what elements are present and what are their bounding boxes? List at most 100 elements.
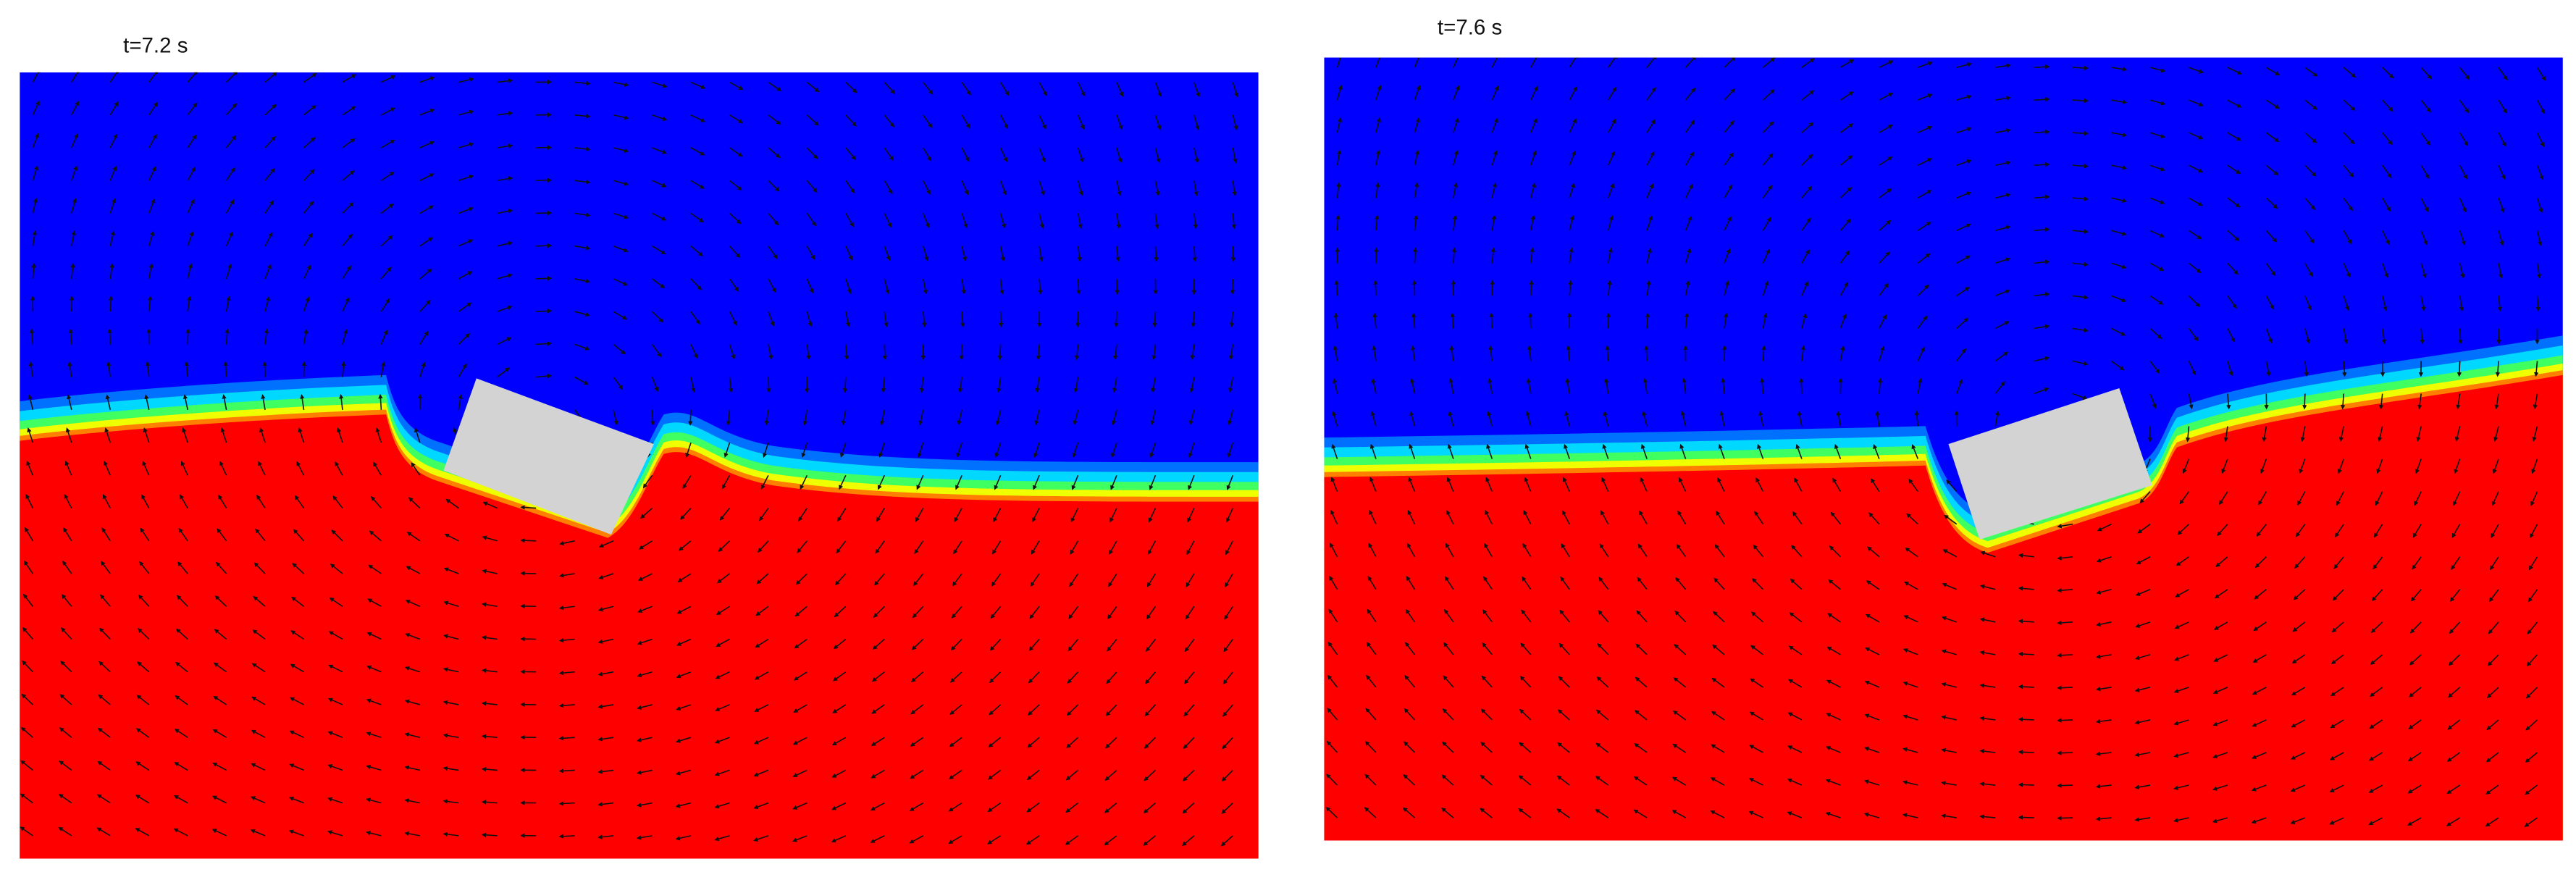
velocity-arrow bbox=[369, 530, 382, 542]
velocity-arrow bbox=[729, 114, 744, 124]
velocity-arrow bbox=[71, 101, 79, 116]
velocity-arrow bbox=[768, 147, 781, 159]
velocity-arrow bbox=[2018, 750, 2034, 755]
velocity-arrow bbox=[1326, 774, 1338, 786]
velocity-arrow bbox=[109, 72, 119, 83]
velocity-arrow bbox=[109, 230, 115, 246]
velocity-arrow bbox=[327, 830, 343, 837]
velocity-arrow bbox=[458, 363, 467, 378]
velocity-arrow bbox=[481, 734, 498, 739]
velocity-arrow bbox=[1410, 377, 1416, 394]
panel-label: t=7.6 s bbox=[1438, 16, 1502, 40]
velocity-arrow bbox=[143, 427, 150, 443]
velocity-arrow bbox=[1336, 182, 1341, 198]
velocity-arrow bbox=[97, 760, 111, 771]
velocity-arrow bbox=[768, 246, 778, 259]
velocity-arrow bbox=[1442, 708, 1454, 721]
velocity-arrow bbox=[729, 377, 734, 393]
velocity-arrow bbox=[328, 664, 343, 673]
velocity-arrow bbox=[1329, 575, 1338, 590]
velocity-arrow bbox=[877, 474, 886, 490]
velocity-arrow bbox=[768, 114, 781, 125]
velocity-arrow bbox=[59, 760, 72, 771]
velocity-arrow bbox=[1560, 576, 1570, 590]
velocity-arrow bbox=[1227, 442, 1234, 458]
velocity-arrow bbox=[574, 80, 591, 86]
velocity-arrow bbox=[296, 461, 305, 476]
velocity-arrow bbox=[764, 409, 769, 426]
velocity-arrow bbox=[1154, 246, 1159, 262]
velocity-arrow bbox=[1033, 442, 1040, 458]
velocity-arrow bbox=[135, 828, 150, 837]
velocity-arrow bbox=[949, 704, 962, 715]
velocity-arrow bbox=[1116, 114, 1123, 130]
velocity-arrow bbox=[303, 105, 316, 116]
velocity-arrow bbox=[289, 730, 304, 738]
velocity-arrow bbox=[1186, 573, 1195, 587]
velocity-arrow bbox=[1105, 704, 1117, 716]
velocity-arrow bbox=[558, 801, 575, 806]
velocity-arrow bbox=[303, 264, 311, 280]
velocity-arrow bbox=[1446, 542, 1454, 558]
velocity-arrow bbox=[1569, 57, 1578, 68]
velocity-arrow bbox=[366, 665, 382, 673]
velocity-arrow bbox=[961, 180, 969, 196]
velocity-arrow bbox=[32, 230, 37, 246]
velocity-arrow bbox=[145, 361, 151, 377]
velocity-arrow bbox=[792, 769, 807, 777]
velocity-arrow bbox=[768, 278, 776, 293]
velocity-arrow bbox=[768, 180, 780, 192]
velocity-arrow bbox=[756, 573, 769, 584]
velocity-arrow bbox=[999, 213, 1007, 229]
velocity-arrow bbox=[98, 661, 111, 673]
velocity-arrow bbox=[289, 697, 304, 705]
velocity-arrow bbox=[1446, 477, 1454, 492]
velocity-arrow bbox=[104, 427, 112, 443]
velocity-arrow bbox=[148, 166, 156, 181]
velocity-arrow bbox=[1032, 508, 1040, 523]
velocity-arrow bbox=[1566, 345, 1572, 361]
velocity-arrow bbox=[1149, 475, 1157, 490]
velocity-arrow bbox=[1442, 741, 1454, 753]
velocity-arrow bbox=[1070, 508, 1079, 523]
velocity-arrow bbox=[329, 598, 343, 607]
velocity-arrow bbox=[109, 165, 117, 181]
velocity-arrow bbox=[1071, 475, 1079, 490]
velocity-arrow bbox=[1527, 345, 1532, 361]
velocity-arrow bbox=[251, 696, 266, 705]
velocity-arrow bbox=[1480, 742, 1493, 753]
velocity-arrow bbox=[613, 114, 629, 120]
velocity-arrow bbox=[481, 800, 498, 805]
velocity-arrow bbox=[1447, 443, 1454, 459]
velocity-arrow bbox=[1333, 312, 1339, 329]
velocity-arrow bbox=[293, 529, 305, 542]
velocity-arrow bbox=[67, 361, 72, 377]
velocity-arrow bbox=[1451, 247, 1457, 264]
velocity-arrow bbox=[290, 630, 304, 640]
velocity-arrow bbox=[956, 442, 962, 458]
field-right bbox=[1324, 57, 2563, 841]
velocity-arrow bbox=[1565, 377, 1571, 394]
velocity-arrow bbox=[874, 573, 885, 586]
velocity-arrow bbox=[640, 507, 653, 519]
velocity-arrow bbox=[211, 795, 227, 804]
velocity-arrow bbox=[442, 733, 459, 738]
velocity-arrow bbox=[909, 802, 924, 811]
velocity-arrow bbox=[140, 527, 150, 542]
velocity-arrow bbox=[690, 246, 703, 256]
velocity-arrow bbox=[58, 794, 72, 804]
velocity-arrow bbox=[989, 704, 1002, 716]
velocity-arrow bbox=[729, 311, 737, 326]
velocity-arrow bbox=[1184, 639, 1195, 653]
velocity-arrow bbox=[99, 627, 111, 640]
velocity-arrow bbox=[141, 494, 150, 508]
velocity-arrow bbox=[958, 377, 963, 393]
velocity-arrow bbox=[330, 563, 343, 574]
velocity-arrow bbox=[1077, 82, 1086, 97]
velocity-arrow bbox=[290, 663, 304, 673]
velocity-arrow bbox=[1030, 573, 1040, 587]
velocity-arrow bbox=[918, 409, 924, 426]
velocity-arrow bbox=[806, 81, 820, 93]
velocity-arrow bbox=[558, 703, 575, 708]
